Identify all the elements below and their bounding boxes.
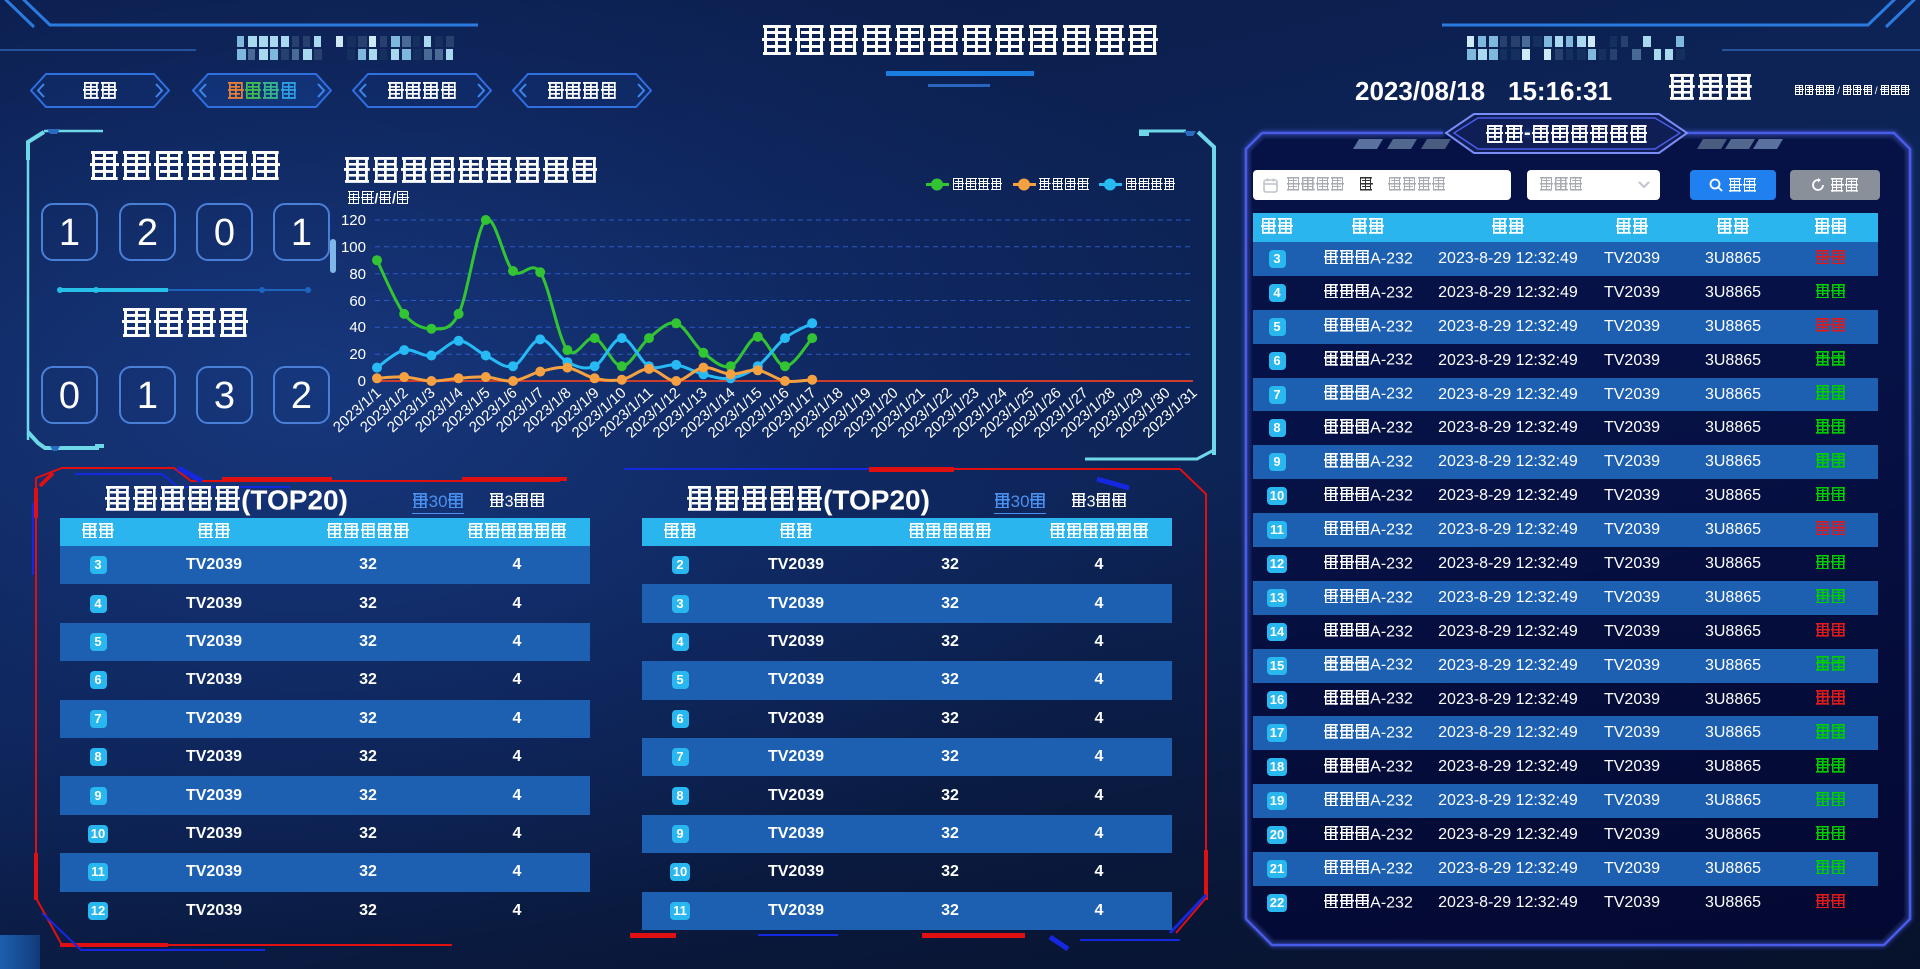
svg-text:40: 40: [349, 319, 366, 336]
svg-text:20: 20: [349, 346, 366, 363]
svg-text:80: 80: [349, 266, 366, 283]
svg-text:120: 120: [341, 212, 366, 229]
svg-text:60: 60: [349, 293, 366, 310]
svg-text:100: 100: [341, 239, 366, 256]
svg-text:0: 0: [358, 373, 366, 390]
